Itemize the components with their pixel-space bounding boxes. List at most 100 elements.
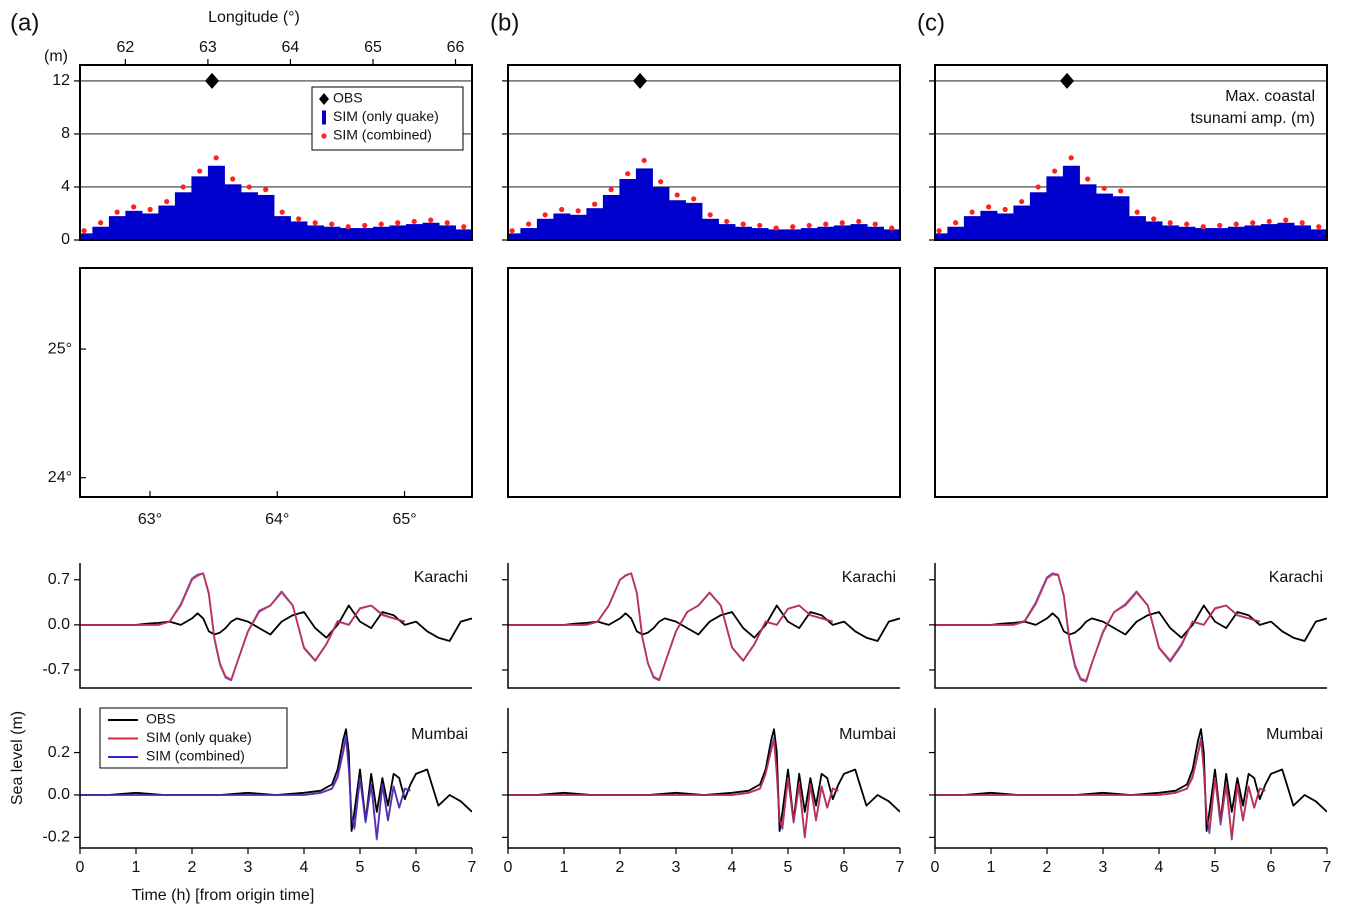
y-tick-label: -0.2: [42, 829, 70, 846]
plot: [502, 65, 901, 240]
rupture-time: t =: [998, 395, 1026, 422]
x-tick-label: 1: [132, 859, 141, 876]
bar: [208, 166, 225, 240]
point: [280, 210, 285, 215]
bar: [406, 224, 423, 240]
rupture-time: 90 s: [764, 331, 804, 363]
point: [395, 220, 400, 225]
station-name: Karachi: [414, 569, 468, 586]
y-tick-label: 0.7: [48, 571, 70, 588]
bar: [439, 225, 456, 240]
rupture-arrow: [550, 326, 660, 376]
bar: [274, 216, 291, 240]
station-name: Mumbai: [411, 726, 468, 743]
bar: [290, 221, 307, 240]
point: [559, 207, 564, 212]
point: [757, 223, 762, 228]
point: [1019, 199, 1024, 204]
bar: [1228, 227, 1245, 240]
series-line: [508, 573, 833, 679]
bar: [1261, 224, 1278, 240]
series-line: [80, 573, 405, 680]
x-tick-label: 0: [76, 859, 85, 876]
point: [362, 223, 367, 228]
plot-area: [508, 729, 900, 837]
colorbar-tick-label: 9: [430, 469, 439, 486]
bar: [817, 227, 834, 240]
point: [675, 192, 680, 197]
bar: [455, 229, 472, 240]
bar: [1013, 206, 1030, 240]
point: [1217, 223, 1222, 228]
rupture-time: t =: [571, 395, 599, 422]
bar: [1244, 225, 1261, 240]
point: [181, 184, 186, 189]
point: [970, 210, 975, 215]
point: [790, 224, 795, 229]
bar: [751, 228, 768, 240]
plot: 01234567Mumbai: [502, 708, 905, 876]
bar: [1310, 229, 1327, 240]
contour-label: -3000: [941, 443, 977, 459]
point: [1085, 176, 1090, 181]
point: [247, 184, 252, 189]
x-tick-label: 6: [840, 859, 849, 876]
map: t =90 st =60 st =30 st =00 s-3000-3000Ru…: [935, 268, 1327, 497]
bar: [1079, 184, 1096, 240]
island: [275, 284, 302, 296]
bar: [834, 225, 851, 240]
rupture-time: 60 s: [336, 331, 376, 363]
x-tick-label: 1: [560, 859, 569, 876]
x-tick-label: 4: [728, 859, 737, 876]
y-tick-label: 0: [61, 231, 70, 248]
north-label: N: [441, 306, 453, 323]
point: [1300, 220, 1305, 225]
deep-water: [935, 418, 1327, 497]
lat-tick-label: 25°: [48, 340, 72, 357]
rupture-time: t =: [1062, 367, 1090, 394]
x-tick-label: 2: [188, 859, 197, 876]
map: t =00 st =30 st =60 st =90 s-3000-3000: [508, 268, 900, 497]
annotation: Rupture time: [1015, 477, 1095, 493]
ocean: [80, 268, 472, 497]
series-line: [935, 606, 1327, 642]
bar: [1145, 221, 1162, 240]
contour-label: -3000: [86, 443, 122, 459]
bar: [125, 211, 142, 240]
bar: [1211, 228, 1228, 240]
series-line: [508, 606, 900, 642]
x-tick-label: 7: [468, 859, 477, 876]
frame: [935, 268, 1327, 497]
point: [937, 228, 942, 233]
island: [703, 284, 730, 296]
contour-label: -3000: [715, 431, 751, 447]
lon-tick-label: 63°: [138, 511, 162, 528]
bar: [867, 227, 884, 240]
bar: [784, 229, 801, 240]
bar: [158, 206, 175, 240]
obs-marker: [1060, 73, 1074, 89]
rupture-time: t =: [143, 395, 171, 422]
x-tick-label: 64: [282, 39, 300, 56]
page: {"panels": ["(a)", "(b)", "(c)"], "chart…: [0, 0, 1347, 909]
point: [625, 171, 630, 176]
point: [412, 219, 417, 224]
point: [164, 199, 169, 204]
lon-tick-label: 65°: [392, 511, 416, 528]
bar: [685, 203, 702, 240]
plot-area: [80, 573, 472, 680]
panel-label: (a): [10, 9, 39, 36]
rupture-time: 30 s: [638, 387, 678, 419]
bar: [356, 228, 373, 240]
obs-marker: [633, 73, 647, 89]
obs-marker: [205, 73, 219, 89]
rupture-time: t =: [270, 340, 298, 367]
x-tick-label: 5: [784, 859, 793, 876]
bar: [586, 208, 603, 240]
point: [1234, 221, 1239, 226]
point: [1003, 207, 1008, 212]
north-symbol: [441, 354, 453, 366]
point: [329, 221, 334, 226]
